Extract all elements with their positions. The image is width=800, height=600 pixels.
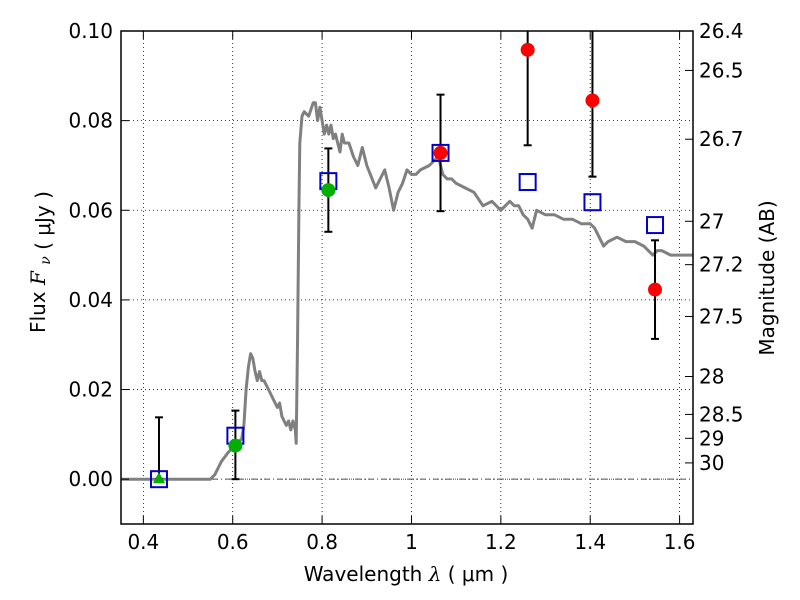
x-axis-title-unit-close: ) xyxy=(501,562,509,586)
x-axis-title-main: Wavelength xyxy=(304,562,423,586)
model-point-3 xyxy=(431,143,450,162)
mag-tick-label-1: 26.5 xyxy=(699,58,744,82)
x-tick-label-4: 1.2 xyxy=(485,530,517,554)
nir-detection-1 xyxy=(520,42,535,57)
y-tick-label-2: 0.04 xyxy=(68,288,113,312)
x-tick-label-6: 1.6 xyxy=(664,530,696,554)
x-tick-label-5: 1.4 xyxy=(574,530,606,554)
y-axis-title-subscript: ν xyxy=(38,256,54,265)
optical-detection-1 xyxy=(321,183,336,198)
tick-labels: 0.4 0.6 0.8 1 1.2 1.4 1.6 0.00 0.02 0.04 0.06 0.08 0… xyxy=(68,19,743,554)
y-tick-label-1: 0.02 xyxy=(68,378,113,402)
y2-axis-title: Magnitude (AB) xyxy=(755,200,779,355)
optical-upper-limit-0 xyxy=(152,472,165,484)
plot-frame xyxy=(120,30,694,525)
y-axis-title-unit-close: ) xyxy=(31,191,55,199)
nir-detection-2 xyxy=(585,93,600,108)
mag-tick-label-6: 28 xyxy=(699,365,724,389)
mag-tick-label-4: 27.2 xyxy=(699,253,744,277)
y-tick-label-5: 0.10 xyxy=(68,19,113,43)
mag-tick-label-8: 29 xyxy=(699,426,724,450)
nir-detection-0 xyxy=(433,145,448,160)
y-axis-title-unit: μJy xyxy=(31,205,55,236)
mag-tick-label-2: 26.7 xyxy=(699,127,744,151)
error-bars xyxy=(154,31,660,481)
mag-tick-label-9: 30 xyxy=(699,451,724,475)
model-point-0 xyxy=(149,470,168,489)
y-tick-label-0: 0.00 xyxy=(68,467,113,491)
model-sed-line xyxy=(121,101,693,481)
model-point-5 xyxy=(583,193,602,212)
x-axis-title-unit-open: ( xyxy=(448,562,456,586)
nir-detection-3 xyxy=(648,282,663,297)
mag-tick-label-0: 26.4 xyxy=(699,19,744,43)
y-axis-title-unit-open: ( xyxy=(31,242,55,250)
mag-tick-label-5: 27.5 xyxy=(699,304,744,328)
model-point-6 xyxy=(646,216,665,235)
y-axis-title-symbol: F xyxy=(26,270,50,286)
grid-lines xyxy=(121,30,693,524)
y-tick-label-3: 0.06 xyxy=(68,198,113,222)
axes xyxy=(120,30,694,525)
y-axis-title-main: Flux xyxy=(26,291,50,333)
mag-tick-label-7: 28.5 xyxy=(699,402,744,426)
x-tick-label-1: 0.6 xyxy=(217,530,249,554)
x-axis-title-unit: μm xyxy=(462,562,494,586)
y-axis-title: Flux F ν ( μJy ) xyxy=(26,191,55,333)
model-point-4 xyxy=(518,173,537,192)
x-axis-title: Wavelength λ ( μm ) xyxy=(304,562,509,586)
y-tick-label-4: 0.08 xyxy=(68,109,113,133)
model-sed-series xyxy=(121,101,693,481)
x-tick-label-3: 1 xyxy=(405,530,418,554)
data-markers xyxy=(149,42,665,489)
x-axis-title-symbol: λ xyxy=(428,562,442,586)
x-tick-label-0: 0.4 xyxy=(127,530,159,554)
mag-tick-label-3: 27 xyxy=(699,209,724,233)
x-tick-label-2: 0.8 xyxy=(306,530,338,554)
optical-detection-0 xyxy=(228,438,243,453)
